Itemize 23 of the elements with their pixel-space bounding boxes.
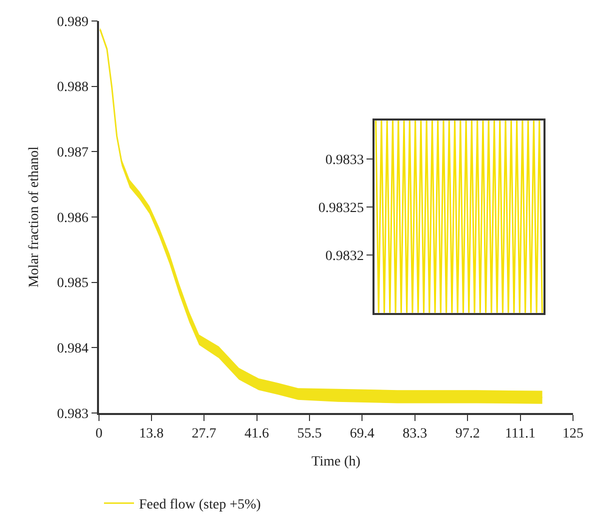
x-tick-label: 69.4 (350, 426, 374, 442)
y-tick-label: 0.983 (56, 406, 88, 422)
y-tick-label: 0.9833 (325, 152, 364, 168)
x-tick-label: 83.3 (402, 426, 428, 442)
y-tick-label: 0.985 (56, 276, 88, 292)
y-tick-label: 0.986 (56, 210, 88, 226)
y-tick-label: 0.989 (56, 14, 88, 30)
y-tick-label: 0.987 (56, 146, 88, 161)
x-tick-label: 55.5 (297, 426, 322, 442)
y-tick-label: 0.988 (56, 80, 88, 96)
x-tick-label: 111.1 (505, 426, 536, 442)
x-tick-label: 125 (562, 426, 584, 442)
y-axis-title: Molar fraction of ethanol (27, 146, 42, 288)
y-tick-label: 0.9832 (325, 249, 364, 264)
x-tick-label: 27.7 (192, 426, 216, 442)
y-tick-label: 0.98325 (318, 200, 364, 216)
y-tick-label: 0.984 (56, 342, 88, 357)
legend-label: Feed flow (step +5%) (139, 498, 262, 513)
x-tick-label: 41.6 (244, 426, 269, 442)
x-tick-label: 0 (96, 426, 102, 442)
x-axis-title: Time (h) (312, 454, 361, 470)
x-tick-label: 97.2 (455, 426, 480, 442)
x-tick-label: 13.8 (139, 426, 164, 442)
